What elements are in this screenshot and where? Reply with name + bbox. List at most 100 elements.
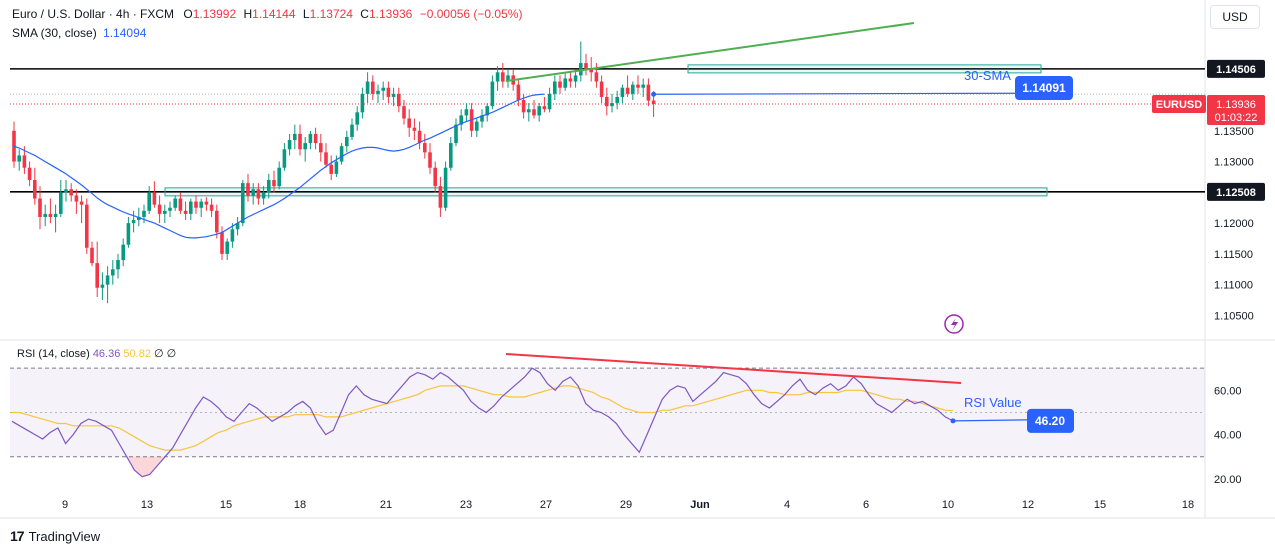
price-tag-countdown: 01:03:22 [1215,112,1258,124]
candle-body [95,263,99,288]
candle-body [625,87,630,94]
currency-button[interactable]: USD [1210,5,1260,29]
lightning-bolt-icon [951,318,958,331]
candle-body [428,152,432,168]
rsi-pane[interactable] [10,367,1205,478]
candle-body [111,269,115,276]
symbol-title[interactable]: Euro / U.S. Dollar · 4h · FXCM [12,7,175,21]
candle-body [589,69,593,73]
candle-body [334,161,339,174]
price-tag-value: 1.13936 [1216,99,1256,111]
rsi-ma-line [12,385,954,451]
time-tick-label: 18 [294,499,306,511]
candle-body [324,152,328,165]
sma-line [13,93,545,239]
time-tick-label: 13 [141,499,153,511]
currency-label: USD [1222,10,1248,24]
close-value: 1.13936 [368,7,413,21]
time-tick-label: 15 [220,499,232,511]
candle-body [615,96,619,104]
candle-body [33,180,37,199]
change-value: −0.00056 (−0.05%) [419,7,523,21]
candle-body [547,93,552,110]
candle-body [651,100,656,104]
candle-body [319,143,323,153]
candle-body [116,260,120,270]
candle-body [641,84,645,88]
price-pane[interactable] [10,22,1205,304]
sma-legend[interactable]: SMA (30, close) 1.14094 [12,26,146,40]
candle-body [215,210,219,233]
candle-body [568,78,573,82]
candle-body [443,167,448,208]
candle-body [189,201,193,214]
candle-body [168,207,172,211]
lightning-icon [944,314,964,334]
time-tick-label: 18 [1182,499,1194,511]
candle-body [542,106,547,110]
candle-body [199,201,203,208]
low-value: 1.13724 [309,7,353,21]
candle-body [386,87,391,97]
candle-body [209,204,214,211]
candle-body [397,93,401,107]
level-price-tag [1207,182,1265,201]
open-value: 1.13992 [192,7,237,21]
candle-body [147,192,151,211]
rsi-downtrend-line [505,353,962,384]
candle-body [157,204,162,214]
candle-body [272,180,276,187]
candle-body [480,115,484,122]
candle-body [345,136,349,147]
uptrend-line [505,22,915,82]
candle-body [417,130,422,144]
candle-body [516,84,521,101]
candle-body [27,167,32,181]
candle-body [22,155,27,168]
rsi-annotation-dot [950,418,956,424]
candle-body [53,213,58,217]
candle-body [38,198,42,217]
sma-value-tag [1015,76,1073,100]
rsi-annotation-arrow [952,419,1028,422]
candle-body [251,189,255,196]
legend-header: Euro / U.S. Dollar · 4h · FXCM O1.13992 … [12,7,522,21]
level-price-label: 1.14506 [1216,64,1256,76]
rsi-legend-value: 50.82 [123,348,154,360]
price-tick-label: 1.11500 [1214,249,1253,261]
candle-body [433,167,437,187]
overlay: 30-SMA 1.14091 RSI Value 46.20 RSI (14, clos… [17,68,1074,433]
candle-body [194,201,198,208]
candle-body [173,198,177,208]
candle-body [573,75,578,82]
candle-body [137,216,141,221]
candle-body [412,127,417,131]
price-tick-label: 1.13000 [1214,157,1254,169]
candle-body [355,112,359,125]
candle-body [537,106,541,116]
time-tick-label: 10 [942,499,954,511]
candle-body [599,81,604,97]
level-price-label: 1.12508 [1216,187,1256,199]
price-tick-label: 1.10500 [1214,310,1254,322]
candle-body [48,213,53,217]
time-tick-label: 15 [1094,499,1106,511]
candle-body [298,133,302,150]
candle-body [241,183,245,224]
candle-body [277,167,281,187]
candle-body [339,146,344,162]
high-label: H [243,7,253,21]
price-tick-label: 1.13500 [1214,126,1254,138]
candle-body [636,84,640,88]
candle-body [646,84,651,101]
candle-body [74,195,79,202]
candle-body [256,189,261,199]
candle-body [287,140,292,150]
footer[interactable]: 17 TradingView [10,526,100,546]
candle-body [558,81,562,88]
rsi-annotation-label: RSI Value [964,395,1022,410]
time-tick-label: 27 [540,499,552,511]
rsi-value-tag [1027,408,1074,433]
candle-body [17,155,21,162]
sma-annotation-label: 30-SMA [964,68,1011,83]
